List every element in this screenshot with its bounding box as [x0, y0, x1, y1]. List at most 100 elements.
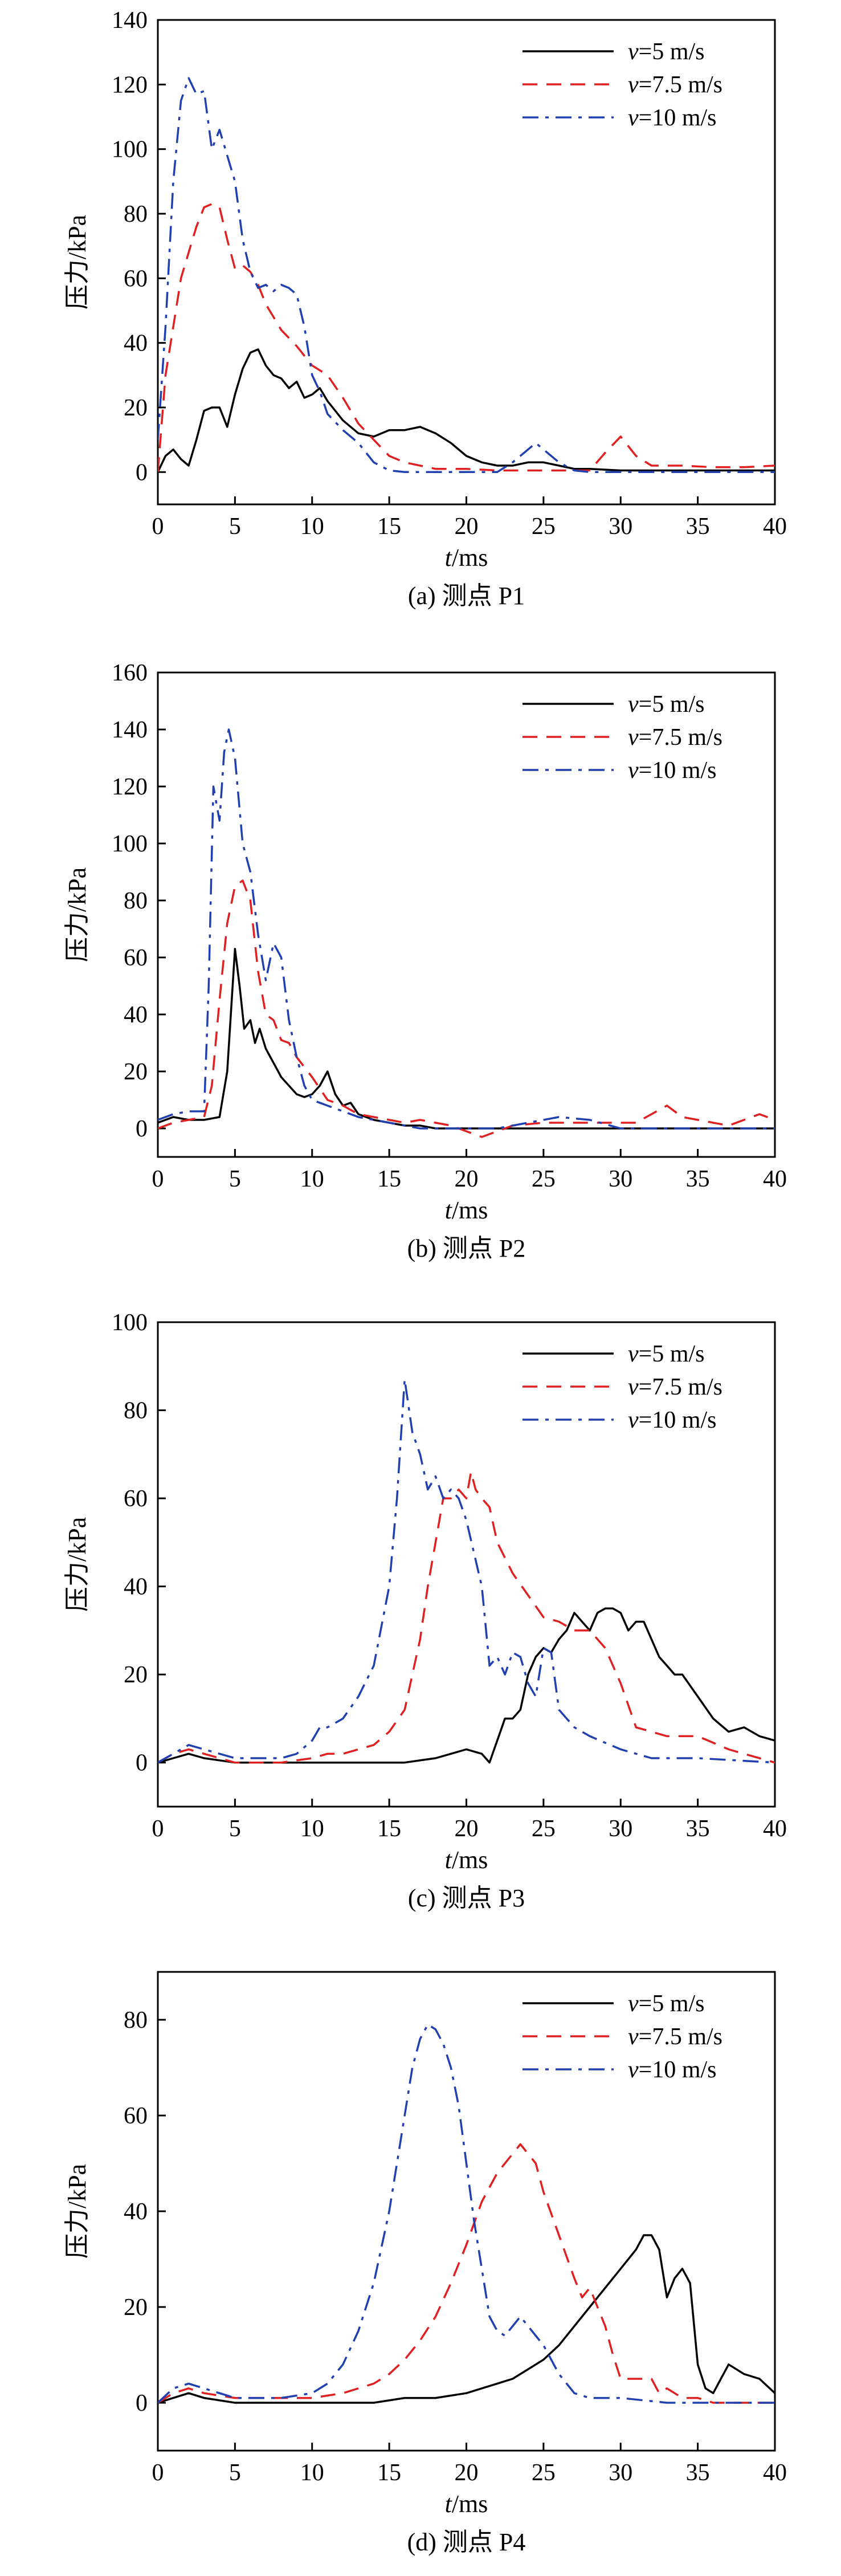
series-line-1 — [158, 348, 775, 473]
series-line-3 — [158, 728, 775, 1130]
x-tick-label: 0 — [152, 513, 164, 540]
x-axis-title: t/ms — [445, 1196, 488, 1224]
x-tick-label: 30 — [609, 1816, 632, 1842]
legend-var: v — [628, 724, 639, 751]
panel-caption: (b) 测点 P2 — [407, 1234, 526, 1262]
x-tick-label: 25 — [532, 1166, 556, 1192]
y-tick-label: 40 — [124, 1574, 148, 1600]
x-tick-label: 30 — [609, 2460, 632, 2486]
x-axis-unit: /ms — [452, 2490, 488, 2518]
y-tick-label: 40 — [124, 2199, 148, 2225]
x-tick-label: 0 — [152, 1816, 164, 1842]
x-tick-label: 35 — [686, 1816, 710, 1842]
legend-label-3: v=10 m/s — [628, 105, 717, 131]
legend-label-2: v=7.5 m/s — [628, 2024, 722, 2050]
x-axis-unit: /ms — [452, 1196, 488, 1224]
legend-var: v — [628, 1341, 639, 1367]
x-axis-title: t/ms — [445, 544, 488, 572]
x-tick-label: 40 — [763, 513, 787, 540]
y-tick-label: 80 — [124, 201, 148, 227]
legend-var: v — [628, 691, 639, 718]
series-line-1 — [158, 2234, 775, 2404]
legend-var: v — [628, 72, 639, 98]
x-tick-label: 0 — [152, 2460, 164, 2486]
y-tick-label: 140 — [112, 7, 148, 34]
x-tick-label: 5 — [229, 513, 241, 540]
legend-value: =10 m/s — [639, 105, 717, 131]
legend-label-1: v=5 m/s — [628, 1341, 705, 1367]
legend-value: =5 m/s — [639, 39, 705, 65]
x-tick-label: 40 — [763, 2460, 787, 2486]
series-line-2 — [158, 203, 775, 472]
series-line-2 — [158, 879, 775, 1138]
legend-value: =5 m/s — [639, 691, 705, 718]
x-axis-unit: /ms — [452, 544, 488, 572]
y-tick-label: 0 — [136, 1116, 148, 1142]
y-axis-title: 压力/kPa — [63, 215, 91, 309]
legend-var: v — [628, 2057, 639, 2083]
panel-caption: (a) 测点 P1 — [408, 582, 525, 610]
x-tick-label: 5 — [229, 1816, 241, 1842]
legend-var: v — [628, 1374, 639, 1400]
legend-label-2: v=7.5 m/s — [628, 724, 722, 751]
x-tick-label: 40 — [763, 1816, 787, 1842]
y-tick-label: 20 — [124, 395, 148, 421]
legend-value: =7.5 m/s — [639, 72, 722, 98]
legend-label-3: v=10 m/s — [628, 757, 717, 784]
y-axis-title: 压力/kPa — [63, 2164, 91, 2259]
x-tick-label: 35 — [686, 1166, 710, 1192]
x-tick-label: 30 — [609, 1166, 632, 1192]
series-line-2 — [158, 2143, 775, 2404]
legend-label-3: v=10 m/s — [628, 1407, 717, 1433]
y-tick-label: 80 — [124, 888, 148, 914]
x-tick-label: 5 — [229, 1166, 241, 1192]
legend-value: =10 m/s — [639, 2057, 717, 2083]
x-tick-label: 30 — [609, 513, 632, 540]
x-tick-label: 15 — [377, 1166, 401, 1192]
y-tick-label: 60 — [124, 266, 148, 292]
legend-value: =5 m/s — [639, 1341, 705, 1367]
y-tick-label: 0 — [136, 2390, 148, 2416]
y-tick-label: 160 — [112, 660, 148, 686]
x-tick-label: 35 — [686, 2460, 710, 2486]
x-tick-label: 40 — [763, 1166, 787, 1192]
y-tick-label: 100 — [112, 831, 148, 857]
x-tick-label: 5 — [229, 2460, 241, 2486]
y-tick-label: 40 — [124, 331, 148, 357]
legend-var: v — [628, 1991, 639, 2017]
legend-value: =10 m/s — [639, 1407, 717, 1433]
x-axis-var: t — [445, 1196, 453, 1224]
x-tick-label: 15 — [377, 1816, 401, 1842]
y-tick-label: 60 — [124, 1486, 148, 1512]
x-tick-label: 10 — [300, 2460, 324, 2486]
x-tick-label: 20 — [455, 1816, 479, 1842]
legend-value: =7.5 m/s — [639, 2024, 722, 2050]
series-line-3 — [158, 1378, 775, 1764]
y-axis-title: 压力/kPa — [63, 1517, 91, 1612]
legend-value: =7.5 m/s — [639, 1374, 722, 1400]
series-line-3 — [158, 2023, 775, 2404]
x-axis-var: t — [445, 544, 453, 572]
x-tick-label: 20 — [455, 2460, 479, 2486]
legend-var: v — [628, 1407, 639, 1433]
legend-label-3: v=10 m/s — [628, 2057, 717, 2083]
y-tick-label: 20 — [124, 1059, 148, 1085]
legend-label-2: v=7.5 m/s — [628, 1374, 722, 1400]
y-tick-label: 0 — [136, 1750, 148, 1776]
y-tick-label: 20 — [124, 1662, 148, 1688]
panel-caption: (c) 测点 P3 — [408, 1884, 525, 1912]
legend-label-1: v=5 m/s — [628, 1991, 705, 2017]
x-axis-title: t/ms — [445, 2490, 488, 2518]
y-tick-label: 100 — [112, 1310, 148, 1336]
legend-value: =7.5 m/s — [639, 724, 722, 751]
series-line-3 — [158, 77, 775, 474]
y-tick-label: 120 — [112, 72, 148, 98]
y-tick-label: 120 — [112, 774, 148, 800]
legend-var: v — [628, 39, 639, 65]
x-axis-var: t — [445, 2490, 453, 2518]
x-tick-label: 15 — [377, 2460, 401, 2486]
series-line-1 — [158, 948, 775, 1130]
x-tick-label: 35 — [686, 513, 710, 540]
legend-label-2: v=7.5 m/s — [628, 72, 722, 98]
